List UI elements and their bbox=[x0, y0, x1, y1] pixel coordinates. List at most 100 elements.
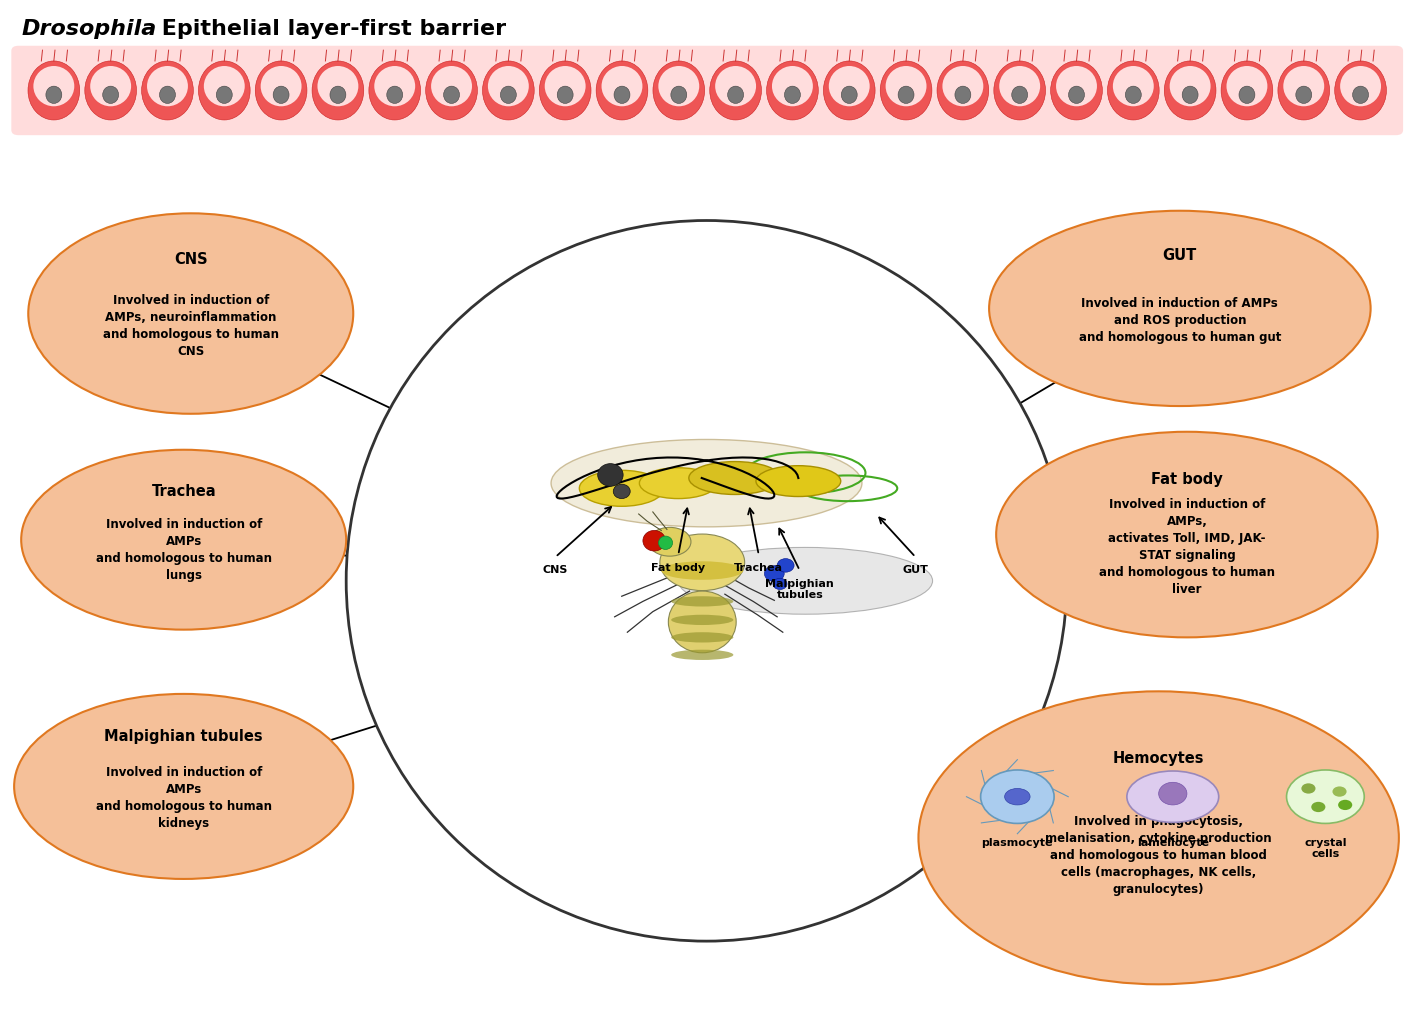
Ellipse shape bbox=[425, 61, 478, 120]
Text: Epithelial layer-first barrier: Epithelial layer-first barrier bbox=[154, 19, 506, 38]
Ellipse shape bbox=[500, 86, 516, 104]
Ellipse shape bbox=[1005, 788, 1030, 805]
Ellipse shape bbox=[1226, 66, 1267, 106]
Ellipse shape bbox=[14, 694, 353, 879]
Text: GUT: GUT bbox=[1163, 248, 1197, 263]
Ellipse shape bbox=[1164, 61, 1217, 120]
Ellipse shape bbox=[671, 615, 733, 625]
Text: CNS: CNS bbox=[174, 252, 208, 267]
Text: Involved in induction of
AMPs
and homologous to human
lungs: Involved in induction of AMPs and homolo… bbox=[96, 518, 271, 583]
Ellipse shape bbox=[1051, 61, 1102, 120]
Ellipse shape bbox=[764, 565, 784, 582]
Text: Fat body: Fat body bbox=[651, 563, 705, 574]
Ellipse shape bbox=[1283, 66, 1324, 106]
Ellipse shape bbox=[1108, 61, 1159, 120]
Ellipse shape bbox=[658, 66, 699, 106]
Ellipse shape bbox=[216, 86, 232, 104]
Ellipse shape bbox=[649, 527, 691, 556]
Ellipse shape bbox=[85, 61, 137, 120]
Ellipse shape bbox=[643, 530, 666, 551]
Ellipse shape bbox=[678, 547, 933, 615]
Ellipse shape bbox=[661, 561, 743, 580]
Ellipse shape bbox=[598, 464, 623, 486]
Ellipse shape bbox=[579, 470, 664, 506]
Text: Hemocytes: Hemocytes bbox=[1113, 751, 1204, 766]
Ellipse shape bbox=[1311, 802, 1325, 812]
Ellipse shape bbox=[256, 61, 307, 120]
Ellipse shape bbox=[331, 86, 346, 104]
Ellipse shape bbox=[658, 537, 673, 549]
Ellipse shape bbox=[346, 220, 1067, 942]
Ellipse shape bbox=[615, 86, 630, 104]
Ellipse shape bbox=[1159, 782, 1187, 805]
Text: Fat body: Fat body bbox=[1152, 472, 1222, 486]
Ellipse shape bbox=[545, 66, 585, 106]
Ellipse shape bbox=[147, 66, 188, 106]
Ellipse shape bbox=[203, 66, 244, 106]
Ellipse shape bbox=[942, 66, 983, 106]
Ellipse shape bbox=[955, 86, 971, 104]
Text: Malpighian tubules: Malpighian tubules bbox=[105, 729, 263, 744]
Ellipse shape bbox=[784, 86, 800, 104]
Ellipse shape bbox=[996, 432, 1378, 637]
Ellipse shape bbox=[880, 61, 933, 120]
Ellipse shape bbox=[886, 66, 927, 106]
Ellipse shape bbox=[1338, 800, 1352, 810]
Ellipse shape bbox=[540, 61, 591, 120]
Ellipse shape bbox=[671, 632, 733, 642]
Ellipse shape bbox=[551, 439, 862, 526]
Ellipse shape bbox=[1286, 770, 1365, 823]
Text: Involved in induction of
AMPs, neuroinflammation
and homologous to human
CNS: Involved in induction of AMPs, neuroinfl… bbox=[103, 294, 278, 358]
Ellipse shape bbox=[918, 692, 1399, 985]
Ellipse shape bbox=[671, 650, 733, 660]
Text: crystal
cells: crystal cells bbox=[1304, 838, 1347, 859]
Text: Involved in induction of
AMPs
and homologous to human
kidneys: Involved in induction of AMPs and homolo… bbox=[96, 766, 271, 830]
Ellipse shape bbox=[1221, 61, 1273, 120]
Ellipse shape bbox=[1332, 786, 1347, 797]
Text: Trachea: Trachea bbox=[151, 483, 216, 499]
Ellipse shape bbox=[989, 211, 1371, 406]
Text: Trachea: Trachea bbox=[735, 563, 783, 574]
Ellipse shape bbox=[1125, 86, 1142, 104]
Ellipse shape bbox=[1340, 66, 1381, 106]
Ellipse shape bbox=[981, 770, 1054, 823]
Ellipse shape bbox=[829, 66, 869, 106]
Ellipse shape bbox=[613, 484, 630, 499]
Ellipse shape bbox=[1239, 86, 1255, 104]
Ellipse shape bbox=[824, 61, 875, 120]
Ellipse shape bbox=[1301, 783, 1316, 794]
Ellipse shape bbox=[273, 86, 290, 104]
Ellipse shape bbox=[103, 86, 119, 104]
Text: CNS: CNS bbox=[543, 565, 568, 576]
Ellipse shape bbox=[431, 66, 472, 106]
Ellipse shape bbox=[690, 462, 780, 494]
Ellipse shape bbox=[596, 61, 647, 120]
Ellipse shape bbox=[260, 66, 301, 106]
Ellipse shape bbox=[1128, 771, 1218, 822]
Ellipse shape bbox=[671, 86, 687, 104]
Ellipse shape bbox=[557, 86, 574, 104]
Text: GUT: GUT bbox=[903, 565, 928, 576]
Text: Involved in phagocytosis,
melanisation, cytokine production
and homologous to hu: Involved in phagocytosis, melanisation, … bbox=[1046, 815, 1272, 895]
Ellipse shape bbox=[899, 86, 914, 104]
Ellipse shape bbox=[318, 66, 359, 106]
Text: Involved in induction of AMPs
and ROS production
and homologous to human gut: Involved in induction of AMPs and ROS pr… bbox=[1078, 297, 1282, 343]
Ellipse shape bbox=[90, 66, 131, 106]
Text: Malpighian
tubules: Malpighian tubules bbox=[766, 579, 834, 600]
Ellipse shape bbox=[1335, 61, 1386, 120]
Ellipse shape bbox=[28, 213, 353, 414]
Ellipse shape bbox=[1056, 66, 1096, 106]
Ellipse shape bbox=[602, 66, 643, 106]
Ellipse shape bbox=[993, 61, 1046, 120]
Ellipse shape bbox=[34, 66, 75, 106]
Ellipse shape bbox=[653, 61, 705, 120]
Text: Involved in induction of
AMPs,
activates Toll, IMD, JAK-
STAT signaling
and homo: Involved in induction of AMPs, activates… bbox=[1099, 498, 1275, 596]
Ellipse shape bbox=[1068, 86, 1084, 104]
Ellipse shape bbox=[1277, 61, 1330, 120]
Ellipse shape bbox=[45, 86, 62, 104]
Ellipse shape bbox=[21, 450, 346, 629]
Ellipse shape bbox=[487, 66, 528, 106]
Ellipse shape bbox=[198, 61, 250, 120]
Ellipse shape bbox=[715, 66, 756, 106]
Ellipse shape bbox=[756, 466, 841, 497]
